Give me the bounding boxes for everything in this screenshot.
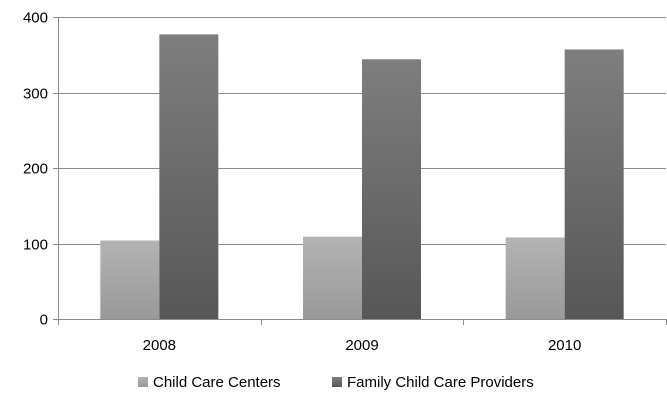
- legend-label: Child Care Centers: [153, 374, 281, 391]
- y-tick-label: 0: [40, 312, 48, 329]
- bar-family-child-care-providers-2008: [159, 34, 219, 320]
- legend-label: Family Child Care Providers: [347, 374, 534, 391]
- bar-family-child-care-providers-2010: [564, 49, 624, 320]
- bar-child-care-centers-2008: [100, 240, 160, 319]
- legend-swatch: [138, 377, 148, 387]
- axes: [58, 17, 666, 320]
- y-tick-label: 100: [23, 237, 48, 254]
- y-tick-label: 200: [23, 161, 48, 178]
- y-tick-label: 300: [23, 86, 48, 103]
- bar-family-child-care-providers-2009: [362, 59, 421, 319]
- x-tick-label: 2010: [548, 337, 581, 354]
- legend-swatch: [332, 377, 342, 387]
- bars: [100, 34, 624, 320]
- x-axis-ticks: 2008 2009 2010: [58, 319, 667, 354]
- y-tick-label: 400: [23, 10, 48, 27]
- legend: Child Care Centers Family Child Care Prov…: [138, 374, 534, 391]
- bar-child-care-centers-2010: [505, 237, 565, 319]
- bar-child-care-centers-2009: [303, 236, 362, 319]
- x-tick-label: 2009: [345, 337, 378, 354]
- y-axis-ticks: 0 100 200 300 400: [23, 10, 58, 329]
- x-tick-label: 2008: [143, 337, 176, 354]
